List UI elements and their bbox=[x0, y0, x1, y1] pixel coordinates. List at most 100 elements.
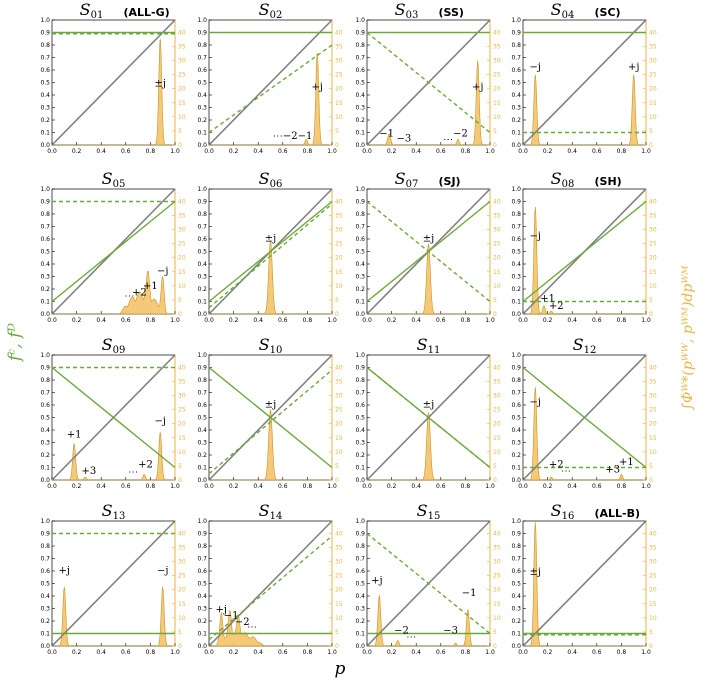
y-tick-label: 0.4 bbox=[355, 593, 365, 600]
right-tick-label: 25 bbox=[178, 407, 186, 414]
y-tick-label: 0.0 bbox=[40, 477, 50, 484]
x-tick-label: 1.0 bbox=[641, 317, 651, 324]
panel-title: S09 bbox=[102, 335, 126, 356]
y-tick-label: 0.2 bbox=[197, 117, 207, 124]
x-tick-label: 0.0 bbox=[47, 148, 57, 155]
panel-01: 0.0 0.1 0.2 0.3 0.4 0.5 0.6 0.7 0.8 0.9 1.0 0.0 0.2 0… bbox=[40, 0, 185, 155]
right-tick-label: 40 bbox=[649, 530, 657, 537]
right-tick-label: 35 bbox=[335, 544, 343, 551]
peak-annotation: ⋯ bbox=[561, 466, 571, 477]
x-tick-label: 0.0 bbox=[518, 649, 528, 656]
defect-line bbox=[208, 369, 333, 475]
x-tick-label: 0.8 bbox=[461, 317, 471, 324]
x-tick-label: 0.0 bbox=[362, 317, 372, 324]
y-tick-label: 0.5 bbox=[511, 249, 521, 256]
x-tick-label: 0.6 bbox=[592, 317, 602, 324]
coop-line bbox=[522, 200, 647, 303]
y-tick-label: 0.7 bbox=[511, 556, 521, 563]
peak-annotation: −3 bbox=[443, 626, 458, 637]
y-tick-label: 0.7 bbox=[40, 224, 50, 231]
right-tick-label: 35 bbox=[335, 43, 343, 50]
y-tick-label: 0.5 bbox=[355, 415, 365, 422]
peak-annotation: ⋯ bbox=[443, 135, 453, 146]
y-tick-label: 0.7 bbox=[355, 390, 365, 397]
panel-title-subscript: 11 bbox=[428, 345, 441, 356]
peak-annotation: ⋯ bbox=[128, 467, 138, 478]
density-area bbox=[209, 609, 332, 647]
x-tick-label: 0.6 bbox=[278, 649, 288, 656]
right-tick-label: 25 bbox=[649, 72, 657, 79]
y-axis-label-right: ∫Φᵂ*(pᵂᵂ, pᵂᴹ)dpᵂᴹ bbox=[680, 265, 696, 411]
x-tick-label: 0.2 bbox=[229, 317, 239, 324]
right-tick-label: 5 bbox=[649, 463, 653, 470]
right-tick-label: 10 bbox=[178, 449, 186, 456]
density-area bbox=[209, 240, 332, 315]
y-tick-label: 0.8 bbox=[40, 543, 50, 550]
x-tick-label: 0.6 bbox=[121, 483, 131, 490]
y-tick-label: 0.4 bbox=[511, 427, 521, 434]
right-tick-label: 40 bbox=[649, 29, 657, 36]
panel-05: 0.0 0.1 0.2 0.3 0.4 0.5 0.6 0.7 0.8 0.9 1.0 0.0 0.2 0… bbox=[40, 169, 185, 324]
x-tick-label: 0.0 bbox=[47, 649, 57, 656]
right-tick-label: 10 bbox=[649, 114, 657, 121]
y-tick-label: 0.4 bbox=[40, 427, 50, 434]
y-tick-label: 0.3 bbox=[511, 274, 521, 281]
y-tick-label: 0.6 bbox=[511, 67, 521, 74]
panel-title-tag: (SS) bbox=[439, 6, 464, 19]
right-tick-label: 25 bbox=[335, 407, 343, 414]
y-tick-label: 0.0 bbox=[197, 477, 207, 484]
right-tick-label: 0 bbox=[649, 477, 653, 484]
x-tick-label: 0.6 bbox=[121, 317, 131, 324]
right-tick-label: 10 bbox=[335, 615, 343, 622]
right-tick-label: 40 bbox=[335, 29, 343, 36]
y-tick-label: 0.2 bbox=[40, 117, 50, 124]
right-tick-label: 25 bbox=[178, 573, 186, 580]
y-tick-label: 0.3 bbox=[40, 606, 50, 613]
y-tick-label: 0.2 bbox=[511, 618, 521, 625]
peak-annotation: +2 bbox=[549, 301, 564, 312]
diagonal-line bbox=[208, 19, 333, 146]
y-tick-label: 0.4 bbox=[197, 92, 207, 99]
y-tick-label: 0.8 bbox=[355, 211, 365, 218]
panel-title-tag: (SH) bbox=[595, 175, 622, 188]
y-tick-label: 0.6 bbox=[40, 236, 50, 243]
right-tick-label: 30 bbox=[649, 559, 657, 566]
y-tick-label: 0.9 bbox=[511, 199, 521, 206]
peak-annotation: +1 bbox=[143, 281, 158, 292]
right-tick-label: 40 bbox=[649, 198, 657, 205]
y-tick-label: 0.1 bbox=[197, 299, 207, 306]
y-tick-label: 0.3 bbox=[40, 274, 50, 281]
right-tick-label: 25 bbox=[493, 573, 501, 580]
panel-title-subscript: 02 bbox=[270, 10, 283, 21]
x-tick-label: 0.2 bbox=[72, 483, 82, 490]
y-tick-label: 0.5 bbox=[355, 80, 365, 87]
y-tick-label: 0.9 bbox=[511, 531, 521, 538]
y-tick-label: 0.5 bbox=[511, 581, 521, 588]
y-tick-label: 0.8 bbox=[197, 211, 207, 218]
x-tick-label: 0.2 bbox=[543, 649, 553, 656]
density-area bbox=[367, 243, 490, 315]
y-tick-label: 0.0 bbox=[40, 643, 50, 650]
right-tick-label: 20 bbox=[493, 421, 501, 428]
y-tick-label: 0.7 bbox=[40, 556, 50, 563]
y-tick-label: 0.4 bbox=[197, 427, 207, 434]
x-tick-label: 1.0 bbox=[485, 148, 495, 155]
density-area bbox=[209, 53, 332, 146]
x-tick-label: 0.4 bbox=[411, 317, 421, 324]
density-area bbox=[523, 74, 646, 146]
y-tick-label: 1.0 bbox=[197, 186, 207, 193]
right-tick-label: 30 bbox=[335, 58, 343, 65]
y-tick-label: 0.3 bbox=[355, 440, 365, 447]
diagonal-line bbox=[522, 19, 647, 146]
panel-title: S12 bbox=[573, 335, 597, 356]
x-tick-label: 0.6 bbox=[121, 649, 131, 656]
density-area bbox=[367, 595, 490, 647]
panel-16: 0.0 0.1 0.2 0.3 0.4 0.5 0.6 0.7 0.8 0.9 1.0 0.0 0.2 0… bbox=[511, 501, 656, 656]
x-tick-label: 0.8 bbox=[461, 483, 471, 490]
x-tick-label: 0.0 bbox=[47, 483, 57, 490]
panel-title: S02 bbox=[259, 0, 283, 21]
right-tick-label: 30 bbox=[178, 58, 186, 65]
panel-15: 0.0 0.1 0.2 0.3 0.4 0.5 0.6 0.7 0.8 0.9 1.0 0.0 0.2 0… bbox=[355, 501, 500, 656]
panel-title: S04 bbox=[551, 0, 575, 21]
peak-annotation: +j bbox=[472, 82, 483, 93]
